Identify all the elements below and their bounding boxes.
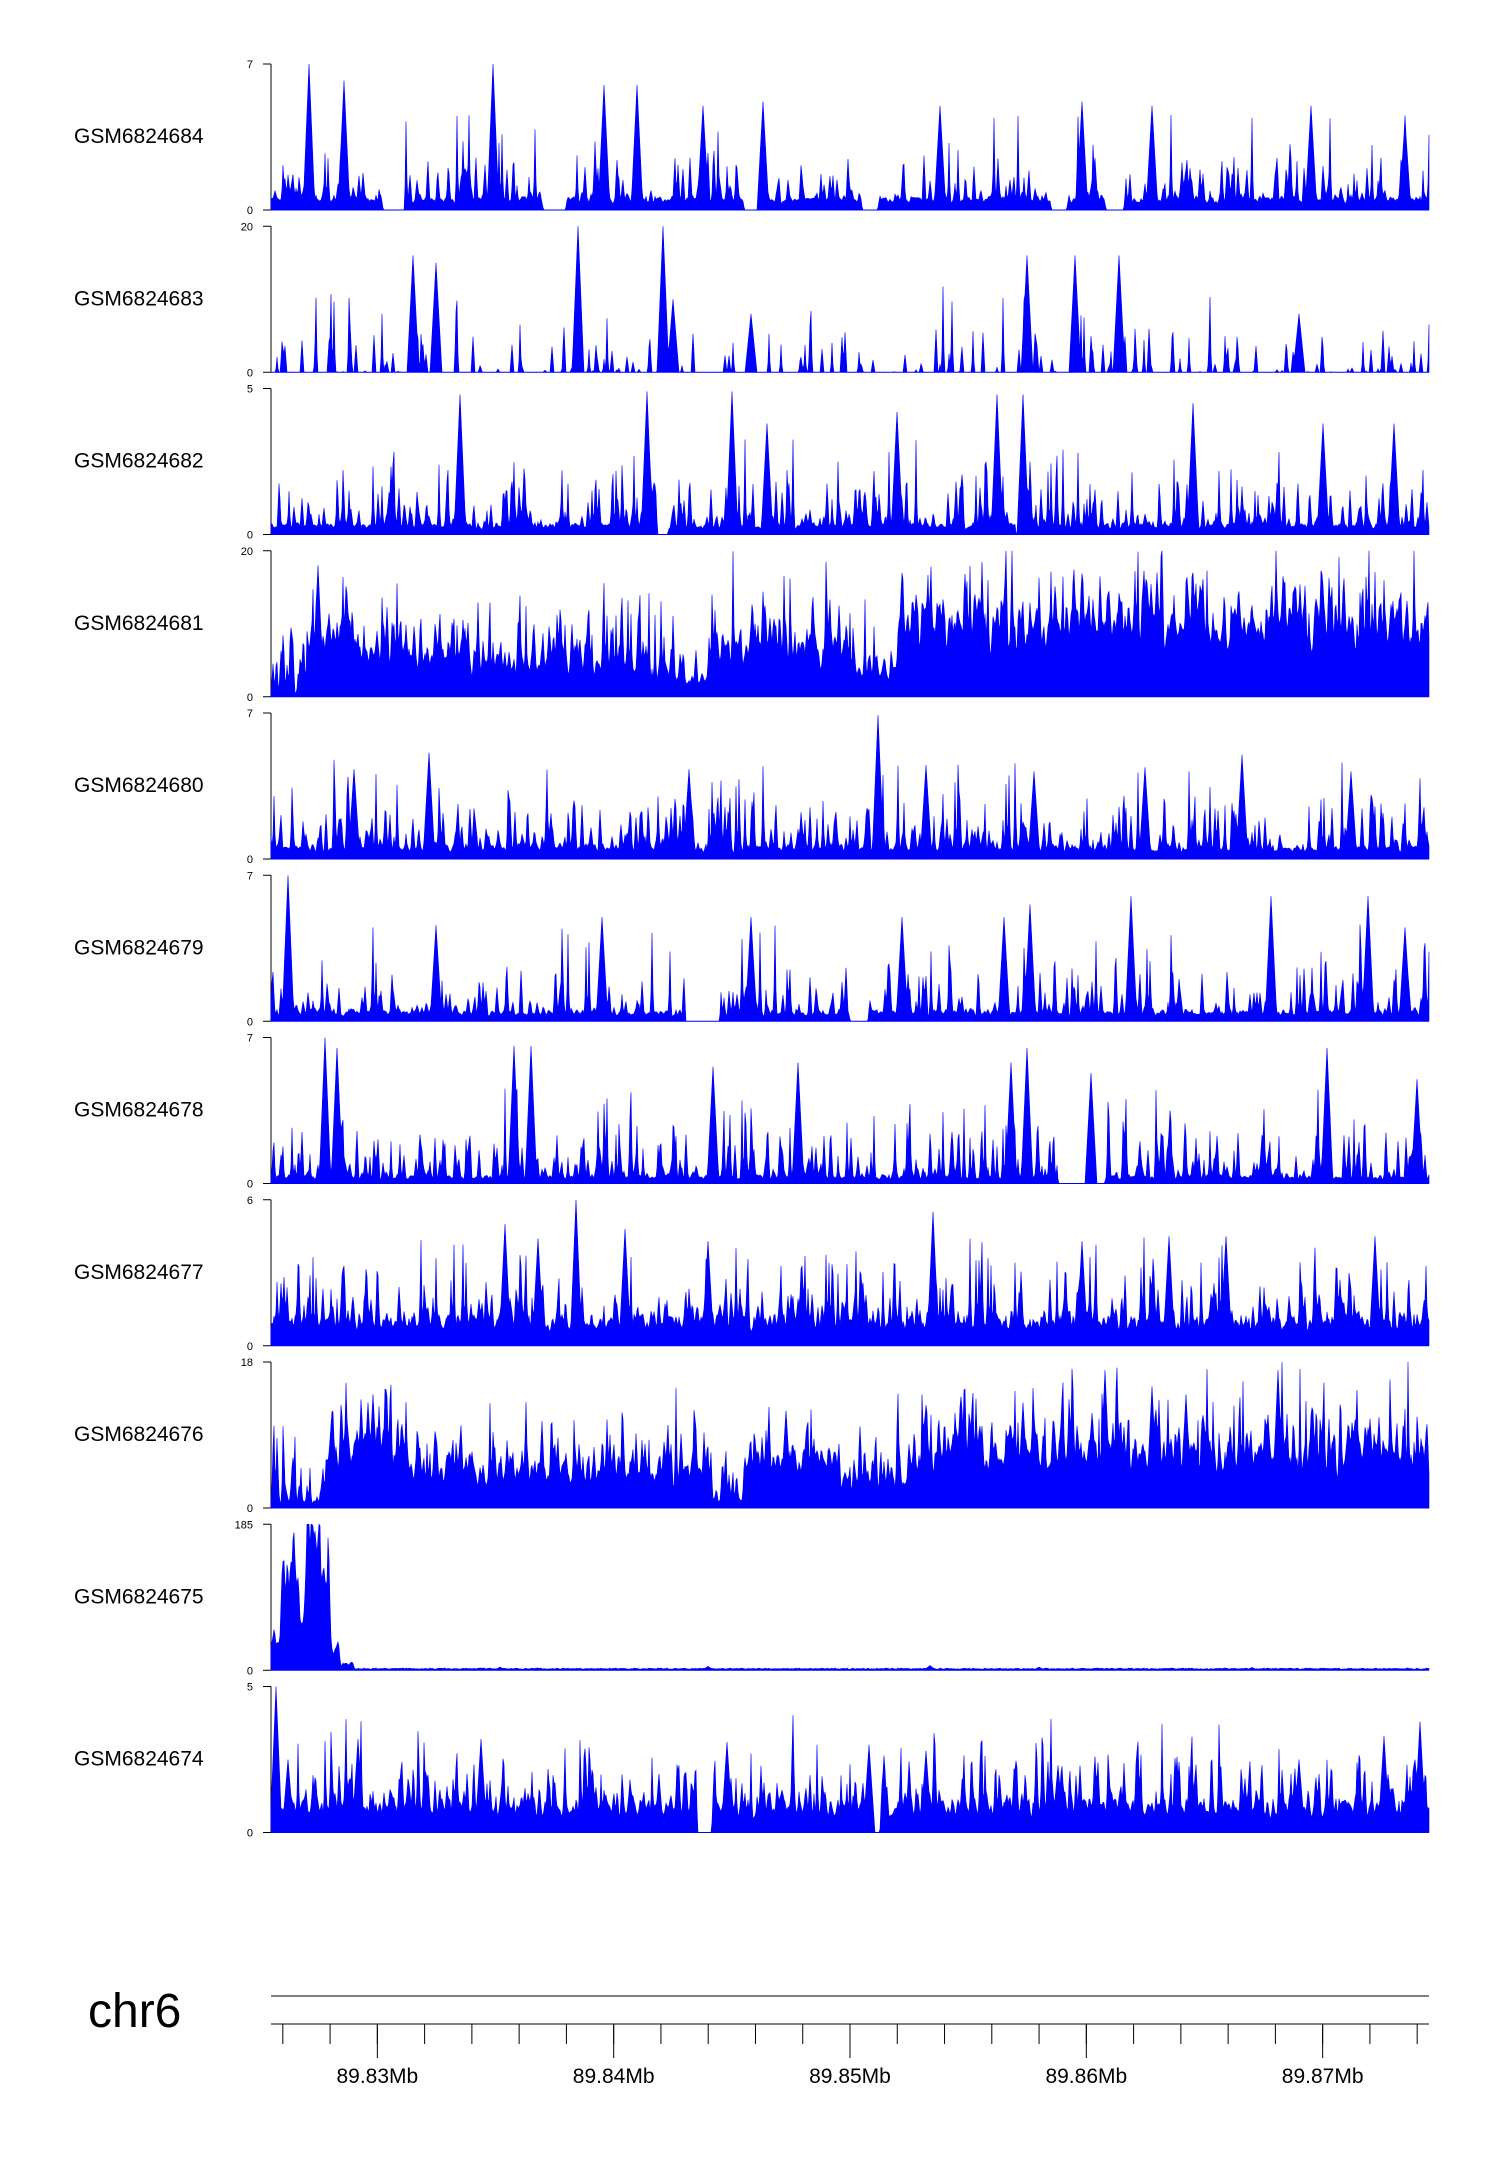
signal-area [270,550,1430,698]
signal-area [270,1037,1430,1184]
track-GSM6824680: GSM6824680 7 0 [74,708,1430,866]
signal-area [270,1199,1430,1347]
track-ymax-label: 7 [247,870,253,882]
track-GSM6824681: GSM6824681 20 0 [74,546,1430,704]
track-ymax-label: 20 [241,221,253,233]
genomic-axis: chr6 89.83Mb 89.84Mb 89.85Mb 89.86Mb 89.87Mb [88,1985,1429,2088]
track-ymin-label: 0 [247,854,253,866]
track-label: GSM6824680 [74,774,204,797]
signal-area [270,1686,1430,1833]
signal-area [270,1523,1430,1671]
axis-ticks: 89.83Mb 89.84Mb 89.85Mb 89.86Mb 89.87Mb [282,2024,1418,2088]
x-tick-label: 89.84Mb [573,2065,655,2088]
track-ymin-label: 0 [247,1503,253,1515]
track-label: GSM6824674 [74,1748,204,1771]
track-label: GSM6824681 [74,612,204,635]
signal-area [270,715,1430,860]
track-ymax-label: 6 [247,1195,253,1207]
x-tick-label: 89.87Mb [1282,2065,1364,2088]
track-label: GSM6824678 [74,1099,204,1122]
track-GSM6824674: GSM6824674 5 0 [74,1682,1430,1840]
track-ymin-label: 0 [247,1016,253,1028]
track-ymax-label: 7 [247,59,253,71]
track-GSM6824682: GSM6824682 5 0 [74,384,1430,542]
track-ymin-label: 0 [247,367,253,379]
track-label: GSM6824683 [74,287,204,310]
track-ymax-label: 185 [235,1519,253,1531]
signal-area [271,226,1430,374]
track-ymin-label: 0 [247,1665,253,1677]
signal-area [270,1361,1430,1509]
track-ymin-label: 0 [247,205,253,217]
track-ymax-label: 20 [241,546,253,558]
track-GSM6824678: GSM6824678 7 0 [74,1033,1430,1191]
track-label: GSM6824682 [74,450,204,473]
track-ymax-label: 5 [247,384,253,396]
signal-area [270,875,1430,1022]
track-label: GSM6824676 [74,1423,204,1446]
track-ymax-label: 5 [247,1682,253,1694]
signal-area [270,63,1430,211]
track-ymax-label: 18 [241,1357,253,1369]
track-ymin-label: 0 [247,530,253,542]
track-ymin-label: 0 [247,692,253,704]
track-GSM6824675: GSM6824675 185 0 [74,1519,1430,1677]
signal-tracks: GSM682468470GSM6824683200GSM682468250GSM… [74,59,1430,1840]
signal-area [270,391,1430,535]
track-ymax-label: 7 [247,1033,253,1045]
track-label: GSM6824675 [74,1585,204,1608]
x-tick-label: 89.86Mb [1045,2065,1127,2088]
track-label: GSM6824677 [74,1261,204,1284]
track-ymax-label: 7 [247,708,253,720]
track-ymin-label: 0 [247,1341,253,1353]
x-tick-label: 89.85Mb [809,2065,891,2088]
track-ymin-label: 0 [247,1179,253,1191]
x-tick-label: 89.83Mb [336,2065,418,2088]
track-GSM6824677: GSM6824677 6 0 [74,1195,1430,1353]
track-GSM6824679: GSM6824679 7 0 [74,870,1430,1028]
track-GSM6824683: GSM6824683 20 0 [74,221,1430,379]
track-ymin-label: 0 [247,1828,253,1840]
track-label: GSM6824679 [74,936,204,959]
track-GSM6824684: GSM6824684 7 0 [74,59,1430,217]
track-GSM6824676: GSM6824676 18 0 [74,1357,1430,1515]
chromosome-label: chr6 [88,1985,181,2038]
track-label: GSM6824684 [74,125,204,148]
